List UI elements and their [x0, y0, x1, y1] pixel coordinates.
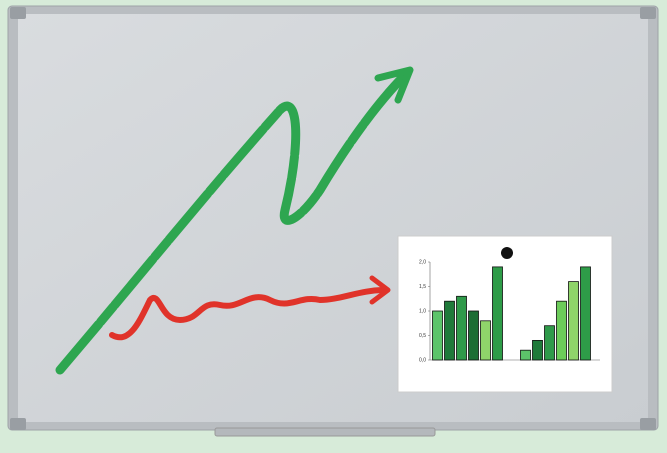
corner — [10, 418, 26, 430]
bar — [544, 325, 555, 361]
green-arrow — [55, 70, 410, 375]
corner — [640, 7, 656, 19]
pin — [501, 247, 513, 259]
y-tick-label: 1,0 — [419, 308, 426, 314]
y-tick-label: 1,5 — [419, 284, 426, 290]
bar — [444, 300, 455, 361]
bar — [468, 310, 479, 361]
y-tick-label: 2,0 — [419, 259, 426, 265]
corner — [10, 7, 26, 19]
bar — [480, 320, 491, 361]
bar — [520, 349, 531, 361]
bar — [492, 266, 503, 361]
marker-tray — [214, 427, 436, 437]
chart: 0,0 0,5 1,0 1,5 2,0 — [419, 259, 600, 363]
bar — [568, 281, 579, 361]
y-tick-label: 0,0 — [419, 357, 426, 363]
red-arrowhead — [369, 275, 391, 305]
bar — [532, 339, 543, 361]
green-arrowhead — [374, 66, 414, 104]
y-tick-label: 0,5 — [419, 333, 426, 339]
bar — [580, 266, 591, 361]
red-arrow — [109, 287, 388, 341]
bar — [556, 300, 567, 361]
corner — [640, 418, 656, 430]
bar — [432, 310, 443, 361]
bar — [456, 295, 467, 361]
